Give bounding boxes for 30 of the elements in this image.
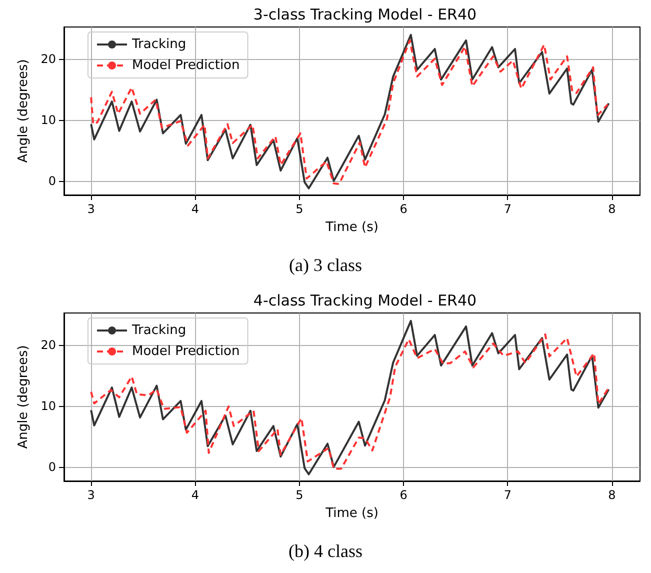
legend-label: Model Prediction xyxy=(132,344,240,359)
y-tick-label: 10 xyxy=(40,112,56,127)
y-axis-title: Angle (degrees) xyxy=(16,59,31,163)
y-tick-label: 0 xyxy=(48,460,56,474)
x-tick-label: 8 xyxy=(608,488,616,502)
text: (b) 4 class xyxy=(288,541,362,561)
x-axis-title: Time (s) xyxy=(324,506,378,521)
y-axis-title: Angle (degrees) xyxy=(16,345,31,449)
x-tick-label: 4 xyxy=(191,488,200,502)
text: (a) 3 class xyxy=(289,255,362,275)
x-tick-label: 5 xyxy=(296,202,304,216)
y-tick-label: 0 xyxy=(48,174,56,188)
legend-label: Tracking xyxy=(131,323,186,338)
x-tick-label: 8 xyxy=(608,202,616,216)
legend-label: Model Prediction xyxy=(132,58,240,73)
x-axis-title: Time (s) xyxy=(324,220,378,235)
x-tick-label: 6 xyxy=(400,202,408,216)
x-tick-label: 3 xyxy=(87,202,95,216)
x-tick-label: 5 xyxy=(296,488,304,502)
x-tick-label: 7 xyxy=(504,202,512,216)
chart-title: 4-class Tracking Model - ER40 xyxy=(253,292,477,310)
x-tick-label: 3 xyxy=(87,488,95,502)
legend-label: Tracking xyxy=(131,37,186,52)
x-tick-label: 4 xyxy=(191,202,200,216)
x-tick-label: 6 xyxy=(400,488,408,502)
y-tick-label: 20 xyxy=(40,338,56,352)
chart-title: 3-class Tracking Model - ER40 xyxy=(253,6,477,24)
y-tick-label: 20 xyxy=(40,52,56,66)
x-tick-label: 7 xyxy=(504,488,512,502)
y-tick-label: 10 xyxy=(40,398,56,413)
